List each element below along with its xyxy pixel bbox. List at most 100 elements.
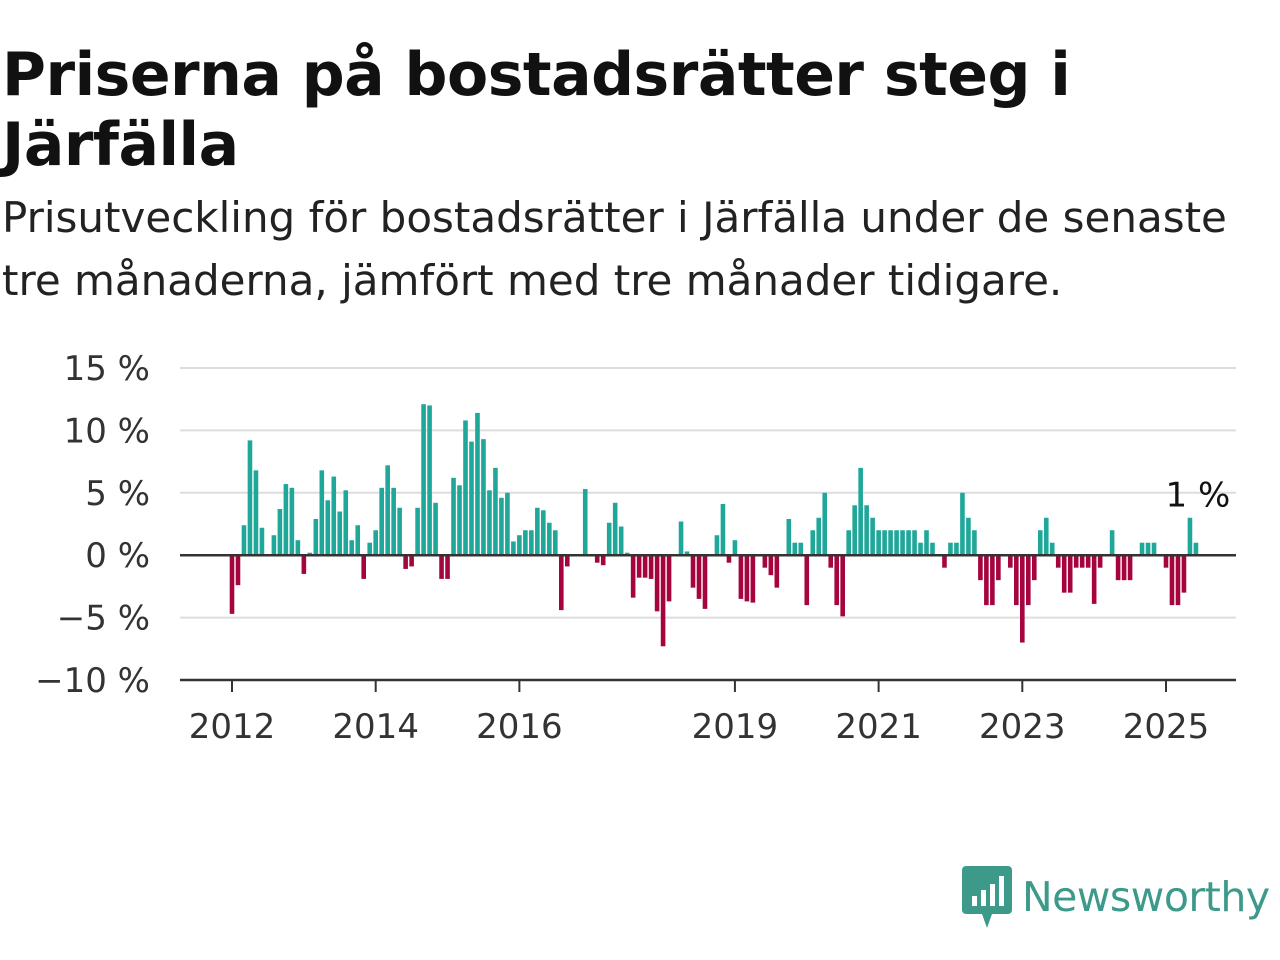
x-tick-label: 2012 (189, 707, 276, 747)
bar (259, 527, 265, 556)
bar (996, 555, 1001, 581)
bar (1055, 555, 1061, 568)
y-tick-label: 5 % (85, 474, 150, 514)
bar (894, 530, 899, 556)
bar (888, 530, 893, 556)
bar (283, 484, 289, 556)
bar (582, 489, 588, 556)
bar (481, 439, 486, 556)
bar (301, 555, 307, 574)
bar (445, 555, 450, 579)
bar (870, 517, 875, 556)
bar (786, 519, 792, 556)
bar (948, 542, 953, 556)
bar (463, 420, 468, 556)
bar (1139, 542, 1145, 556)
bar (547, 522, 552, 556)
bar (1061, 555, 1067, 593)
bar (505, 492, 510, 556)
bar (1175, 555, 1181, 606)
brand-name: Newsworthy (1022, 873, 1270, 921)
bar (558, 555, 564, 611)
last-value-label: 1 % (1166, 476, 1231, 516)
x-tick-label: 2016 (476, 707, 563, 747)
x-tick-label: 2019 (692, 707, 779, 747)
bar (523, 530, 528, 556)
newsworthy-logo-icon (962, 866, 1012, 928)
bar (684, 551, 690, 556)
bar (816, 517, 822, 556)
bar (1151, 542, 1157, 556)
bar (379, 487, 384, 556)
bar (840, 555, 845, 617)
bar (331, 476, 337, 556)
bar (253, 470, 259, 556)
y-tick-label: 0 % (85, 536, 150, 576)
bar (1020, 555, 1025, 643)
bar (421, 404, 426, 556)
bar (1109, 530, 1115, 556)
bar (984, 555, 989, 606)
bar (403, 555, 408, 569)
bar (606, 522, 612, 556)
bar (666, 555, 672, 602)
bar (690, 555, 696, 588)
bar (660, 555, 666, 647)
bar (1014, 555, 1019, 606)
bar (990, 555, 995, 606)
chart-title: Priserna på bostadsrätter steg i Järfäll… (2, 40, 1071, 180)
bar (846, 530, 851, 556)
y-tick-label: 10 % (64, 411, 150, 451)
bar (750, 555, 756, 603)
bar (361, 555, 367, 579)
bar (924, 530, 929, 556)
bar (367, 542, 373, 556)
bar (529, 530, 534, 556)
bar (900, 530, 905, 556)
bar (241, 525, 247, 556)
bar (511, 541, 516, 556)
bar (858, 467, 863, 556)
bar (1043, 517, 1049, 556)
bar (942, 555, 947, 568)
bar (1169, 555, 1175, 606)
bar (493, 467, 498, 556)
bar (1181, 555, 1187, 593)
bar (732, 540, 738, 556)
bar (457, 485, 462, 556)
bar (960, 492, 965, 556)
bar (433, 502, 438, 556)
bar (612, 502, 618, 556)
bar (648, 555, 654, 579)
bar (630, 555, 636, 598)
bar (1025, 555, 1031, 606)
bar (774, 555, 780, 588)
bar (1031, 555, 1037, 581)
bar (1049, 542, 1055, 556)
bar (906, 530, 911, 556)
bar (337, 511, 343, 556)
bar (535, 507, 540, 556)
bar (1145, 542, 1151, 556)
x-tick-label: 2014 (332, 707, 419, 747)
bar (1127, 555, 1133, 581)
bar (696, 555, 702, 599)
bar (864, 505, 869, 556)
bar (475, 412, 480, 556)
bar (1073, 555, 1079, 568)
bar (804, 555, 810, 606)
bar (277, 509, 283, 556)
bar (1037, 530, 1043, 556)
bar (792, 542, 798, 556)
bar (678, 521, 684, 556)
bar (876, 530, 881, 556)
bar (1097, 555, 1103, 568)
bar (439, 555, 444, 579)
x-tick-label: 2025 (1123, 707, 1210, 747)
bar (600, 555, 606, 566)
bar (912, 530, 917, 556)
bar (954, 542, 959, 556)
bar (295, 540, 301, 556)
y-tick-label: 15 % (64, 349, 150, 389)
y-tick-label: −10 % (35, 661, 150, 701)
